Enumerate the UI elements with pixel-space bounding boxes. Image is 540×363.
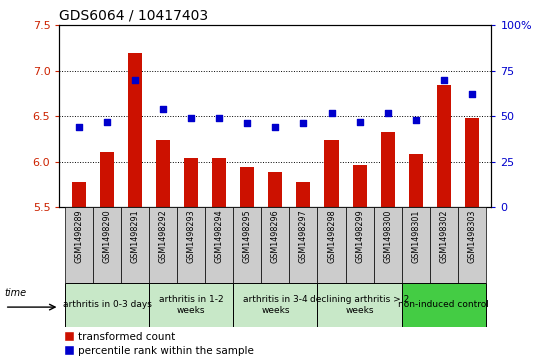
Point <box>187 115 195 121</box>
Text: GSM1498299: GSM1498299 <box>355 209 364 263</box>
Bar <box>430 207 458 283</box>
Bar <box>353 165 367 207</box>
Text: GSM1498293: GSM1498293 <box>187 209 195 263</box>
Text: GSM1498303: GSM1498303 <box>467 209 476 262</box>
Point <box>327 110 336 115</box>
Bar <box>465 118 479 207</box>
Text: arthritis in 0-3 days: arthritis in 0-3 days <box>63 301 152 309</box>
Bar <box>346 207 374 283</box>
Text: GSM1498292: GSM1498292 <box>159 209 168 263</box>
Text: GSM1498291: GSM1498291 <box>131 209 140 263</box>
Point <box>131 77 139 83</box>
Bar <box>409 154 423 207</box>
Bar <box>184 158 198 207</box>
Text: GSM1498298: GSM1498298 <box>327 209 336 263</box>
Bar <box>268 172 282 207</box>
Text: GDS6064 / 10417403: GDS6064 / 10417403 <box>59 8 208 23</box>
Bar <box>261 207 289 283</box>
Bar <box>65 207 93 283</box>
Bar <box>240 167 254 207</box>
Bar <box>289 207 318 283</box>
Text: GSM1498294: GSM1498294 <box>215 209 224 263</box>
Bar <box>149 283 233 327</box>
Bar <box>156 140 170 207</box>
Point <box>271 124 280 130</box>
Bar <box>296 182 310 207</box>
Text: arthritis in 3-4
weeks: arthritis in 3-4 weeks <box>243 295 308 315</box>
Bar <box>402 207 430 283</box>
Bar <box>374 207 402 283</box>
Bar <box>233 207 261 283</box>
Text: GSM1498300: GSM1498300 <box>383 209 392 262</box>
Text: GSM1498295: GSM1498295 <box>243 209 252 263</box>
Text: GSM1498290: GSM1498290 <box>103 209 112 263</box>
Text: GSM1498302: GSM1498302 <box>439 209 448 263</box>
Legend: transformed count, percentile rank within the sample: transformed count, percentile rank withi… <box>65 332 254 356</box>
Bar <box>65 283 149 327</box>
Bar <box>437 85 451 207</box>
Text: non-induced control: non-induced control <box>399 301 489 309</box>
Text: GSM1498297: GSM1498297 <box>299 209 308 263</box>
Bar <box>212 158 226 207</box>
Bar <box>72 182 86 207</box>
Bar <box>318 283 402 327</box>
Point <box>468 91 476 97</box>
Bar <box>325 140 339 207</box>
Bar <box>177 207 205 283</box>
Bar <box>149 207 177 283</box>
Bar <box>233 283 318 327</box>
Bar <box>205 207 233 283</box>
Point <box>103 119 111 125</box>
Bar <box>318 207 346 283</box>
Bar <box>381 132 395 207</box>
Text: declining arthritis > 2
weeks: declining arthritis > 2 weeks <box>310 295 409 315</box>
Point <box>383 110 392 115</box>
Text: GSM1498296: GSM1498296 <box>271 209 280 263</box>
Bar <box>128 53 142 207</box>
Bar <box>402 283 486 327</box>
Text: time: time <box>5 288 27 298</box>
Text: arthritis in 1-2
weeks: arthritis in 1-2 weeks <box>159 295 224 315</box>
Point <box>215 115 224 121</box>
Bar <box>458 207 486 283</box>
Bar <box>121 207 149 283</box>
Point <box>299 121 308 126</box>
Point <box>243 121 252 126</box>
Point <box>159 106 167 112</box>
Text: GSM1498289: GSM1498289 <box>75 209 84 263</box>
Bar <box>93 207 121 283</box>
Text: GSM1498301: GSM1498301 <box>411 209 420 262</box>
Point <box>440 77 448 83</box>
Bar <box>100 152 114 207</box>
Point <box>75 124 83 130</box>
Point <box>411 117 420 123</box>
Point <box>355 119 364 125</box>
